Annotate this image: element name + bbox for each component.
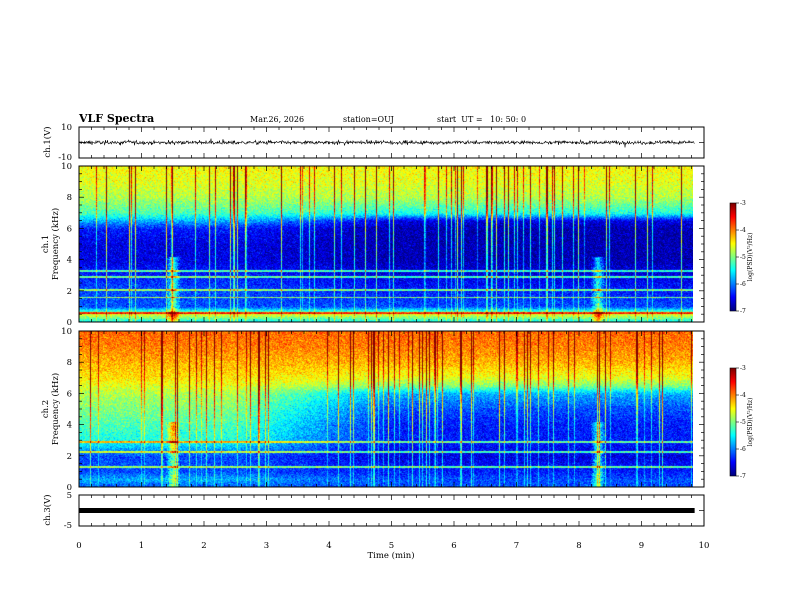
x-tick-label: 9	[639, 541, 644, 551]
x-axis-label: Time (min)	[367, 550, 414, 561]
ch1-ylabel: ch.1(V)	[42, 126, 53, 157]
ch2-spec-ylabel-top: ch.2	[41, 400, 51, 418]
ch2-spectrogram-image	[79, 331, 693, 487]
ch1-ytick-top: 10	[61, 123, 72, 133]
ch2-colorbar	[730, 368, 736, 476]
ch2-spec-ylabel-bottom: Frequency (kHz)	[50, 373, 61, 445]
date-label: Mar.26, 2026	[250, 115, 304, 124]
freq-tick-label: 8	[67, 358, 72, 368]
ch1-ytick-bottom: -10	[58, 153, 72, 163]
ch1-colorbar-label: log(PSD)(V²/Hz)	[747, 233, 754, 282]
x-tick-label: 7	[514, 541, 519, 551]
colorbar-tick-label: -5	[740, 254, 746, 261]
ch3-ytick-bottom: -5	[64, 521, 72, 531]
ch3-waveform-panel: 5 -5 ch.3(V)	[42, 491, 705, 531]
x-tick-label: 10	[699, 541, 710, 551]
freq-tick-label: 8	[67, 193, 72, 203]
freq-tick-label: 0	[67, 483, 72, 493]
x-tick-label: 0	[76, 541, 81, 551]
colorbar-tick-label: -6	[740, 281, 746, 288]
colorbar-tick-label: -4	[740, 227, 746, 234]
colorbar-tick-label: -5	[740, 419, 746, 426]
ch1-spectrogram-image	[79, 166, 693, 322]
colorbar-tick-label: -7	[740, 473, 746, 480]
x-tick-label: 6	[451, 541, 456, 551]
x-tick-label: 8	[576, 541, 581, 551]
colorbar-tick-label: -3	[740, 200, 746, 207]
ch1-waveform-panel: 10 -10 ch.1(V)	[42, 123, 705, 163]
start-time-label: start UT = 10: 50: 0	[437, 115, 526, 124]
x-tick-label: 5	[389, 541, 394, 551]
x-tick-label: 1	[139, 541, 144, 551]
ch1-spec-ylabel-bottom: Frequency (kHz)	[50, 208, 61, 280]
freq-tick-label: 10	[61, 327, 72, 337]
figure-title: VLF Spectra	[78, 112, 154, 125]
freq-tick-label: 0	[67, 318, 72, 328]
x-tick-label: 2	[201, 541, 206, 551]
ch1-waveform-line	[78, 138, 695, 148]
colorbar-tick-label: -7	[740, 308, 746, 315]
colorbar-tick-label: -6	[740, 446, 746, 453]
freq-tick-label: 2	[67, 287, 72, 297]
freq-tick-label: 4	[67, 421, 72, 431]
colorbar-tick-label: -3	[740, 365, 746, 372]
freq-tick-label: 6	[67, 389, 72, 399]
freq-tick-label: 2	[67, 452, 72, 462]
freq-tick-label: 10	[61, 162, 72, 172]
ch1-waveform-trace	[78, 138, 695, 148]
colorbar-tick-label: -4	[740, 392, 746, 399]
x-tick-label: 3	[264, 541, 269, 551]
ch2-colorbar-label: log(PSD)(V²/Hz)	[747, 398, 754, 447]
x-tick-label: 4	[326, 541, 331, 551]
ch3-ylabel: ch.3(V)	[42, 494, 53, 525]
freq-tick-label: 6	[67, 224, 72, 234]
ch1-spec-ylabel-top: ch.1	[41, 235, 51, 253]
x-tick-labels: 0 1 2 3 4 5 6 7 8 9 10	[76, 541, 709, 551]
freq-tick-label: 4	[67, 256, 72, 266]
ch1-colorbar	[730, 203, 736, 311]
ch3-ytick-top: 5	[67, 491, 72, 501]
station-label: station=OUJ	[343, 115, 394, 124]
